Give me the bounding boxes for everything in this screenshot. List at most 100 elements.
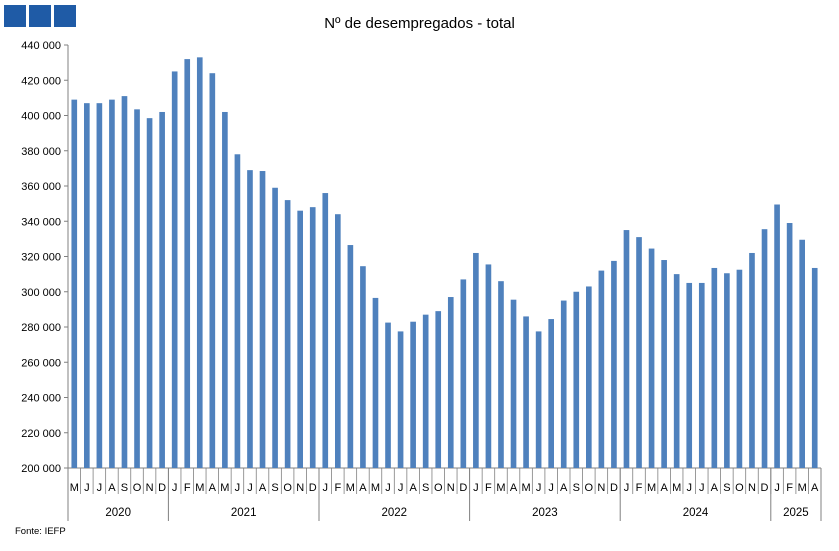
x-month-label: J xyxy=(398,482,404,494)
x-month-label: N xyxy=(296,482,304,494)
x-month-label: O xyxy=(434,482,443,494)
x-month-label: J xyxy=(97,482,103,494)
bar xyxy=(247,170,253,468)
bar xyxy=(761,229,768,468)
x-month-label: J xyxy=(774,482,780,494)
x-month-label: N xyxy=(597,482,605,494)
x-month-label: N xyxy=(748,482,756,494)
x-month-label: M xyxy=(672,482,681,494)
bar xyxy=(535,331,542,468)
x-year-label: 2022 xyxy=(382,507,408,519)
bar xyxy=(736,269,743,468)
x-month-label: A xyxy=(409,482,417,494)
bar xyxy=(347,245,354,468)
bar xyxy=(146,118,153,469)
bar xyxy=(485,264,492,468)
x-month-label: S xyxy=(723,482,730,494)
y-tick-label: 320 000 xyxy=(21,252,61,264)
bar xyxy=(284,200,291,468)
bar xyxy=(335,214,341,468)
bar xyxy=(297,210,303,469)
x-month-label: M xyxy=(346,482,355,494)
x-month-label: A xyxy=(660,482,668,494)
bar xyxy=(447,297,454,468)
bar xyxy=(234,154,241,468)
x-month-label: D xyxy=(610,482,618,494)
x-month-label: J xyxy=(385,482,391,494)
bar xyxy=(84,103,90,468)
y-tick-label: 200 000 xyxy=(21,463,61,475)
bar xyxy=(259,171,266,469)
bar xyxy=(673,274,680,468)
x-month-label: M xyxy=(70,482,79,494)
chart-title: Nº de desempregados - total xyxy=(324,15,515,32)
logo-square xyxy=(54,5,76,27)
bar xyxy=(209,73,216,468)
y-tick-label: 260 000 xyxy=(21,357,61,369)
bar xyxy=(309,207,316,468)
x-year-label: 2025 xyxy=(783,507,809,519)
bar xyxy=(272,187,278,468)
x-month-label: J xyxy=(247,482,253,494)
bar xyxy=(159,111,165,468)
x-month-label: F xyxy=(485,482,492,494)
x-month-label: D xyxy=(459,482,467,494)
x-month-label: S xyxy=(121,482,128,494)
bar xyxy=(71,99,78,468)
logo-square xyxy=(4,5,26,27)
bar xyxy=(121,96,128,469)
x-month-label: O xyxy=(133,482,142,494)
bar xyxy=(510,299,517,468)
x-month-label: M xyxy=(371,482,380,494)
bar xyxy=(196,57,203,469)
y-tick-label: 420 000 xyxy=(21,75,61,87)
x-month-label: F xyxy=(636,482,643,494)
x-month-label: M xyxy=(798,482,807,494)
y-tick-label: 360 000 xyxy=(21,181,61,193)
x-month-label: O xyxy=(735,482,744,494)
bar xyxy=(598,270,605,468)
bar xyxy=(322,193,329,469)
bar xyxy=(422,314,429,468)
bar xyxy=(711,267,718,468)
bar xyxy=(435,311,442,468)
y-tick-label: 280 000 xyxy=(21,322,61,334)
x-month-label: J xyxy=(84,482,90,494)
x-month-label: F xyxy=(184,482,191,494)
bar xyxy=(134,109,140,469)
bar xyxy=(698,282,705,468)
y-tick-label: 300 000 xyxy=(21,287,61,299)
x-month-label: F xyxy=(786,482,793,494)
x-month-label: A xyxy=(108,482,116,494)
x-month-label: J xyxy=(686,482,692,494)
x-year-label: 2020 xyxy=(105,507,131,519)
x-month-label: J xyxy=(172,482,178,494)
x-month-label: J xyxy=(473,482,479,494)
bar xyxy=(548,319,554,468)
bar xyxy=(799,239,805,468)
bar xyxy=(385,322,391,468)
bar xyxy=(749,252,755,468)
x-month-label: N xyxy=(447,482,455,494)
x-month-label: A xyxy=(359,482,367,494)
bar xyxy=(171,71,178,468)
x-month-label: M xyxy=(647,482,656,494)
bar xyxy=(648,248,655,468)
bar xyxy=(360,266,366,468)
x-month-label: M xyxy=(220,482,229,494)
x-year-label: 2023 xyxy=(532,507,558,519)
bar xyxy=(686,282,693,468)
x-month-label: M xyxy=(521,482,530,494)
x-month-label: J xyxy=(235,482,241,494)
x-month-label: J xyxy=(624,482,630,494)
y-tick-label: 380 000 xyxy=(21,146,61,158)
bar xyxy=(623,230,630,468)
x-month-label: D xyxy=(309,482,317,494)
bar xyxy=(586,286,592,468)
x-month-label: O xyxy=(283,482,292,494)
bar xyxy=(372,297,379,468)
x-month-label: A xyxy=(560,482,568,494)
x-month-label: A xyxy=(711,482,719,494)
y-tick-label: 220 000 xyxy=(21,428,61,440)
